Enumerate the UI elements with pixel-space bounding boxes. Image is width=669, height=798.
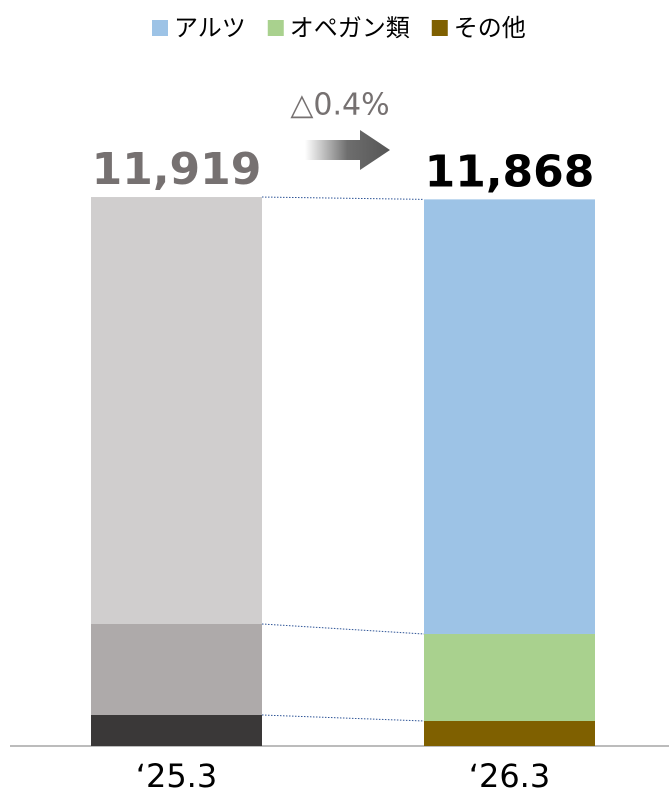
x-tick-label: ‘25.3 [136, 757, 217, 794]
bar-segment [424, 720, 595, 746]
x-tick-label: ‘26.3 [469, 757, 550, 794]
connector [261, 714, 425, 722]
bar-segment [424, 633, 595, 721]
bar-segment [91, 715, 262, 746]
connector [261, 623, 425, 635]
bar-segment [91, 197, 262, 624]
bar-segment [91, 623, 262, 716]
connector [261, 196, 425, 200]
total-label: 11,868 [425, 146, 595, 197]
annotation: △0.4% [290, 88, 389, 123]
legend-label: その他 [454, 14, 526, 42]
arrow [305, 130, 390, 170]
legend-swatch [152, 20, 168, 36]
bar-segment [424, 199, 595, 634]
legend-swatch [431, 20, 448, 36]
legend-label: アルツ [174, 14, 246, 42]
legend-swatch [267, 20, 284, 36]
legend-label: オペガン類 [290, 14, 410, 42]
total-label: 11,919 [92, 144, 262, 195]
